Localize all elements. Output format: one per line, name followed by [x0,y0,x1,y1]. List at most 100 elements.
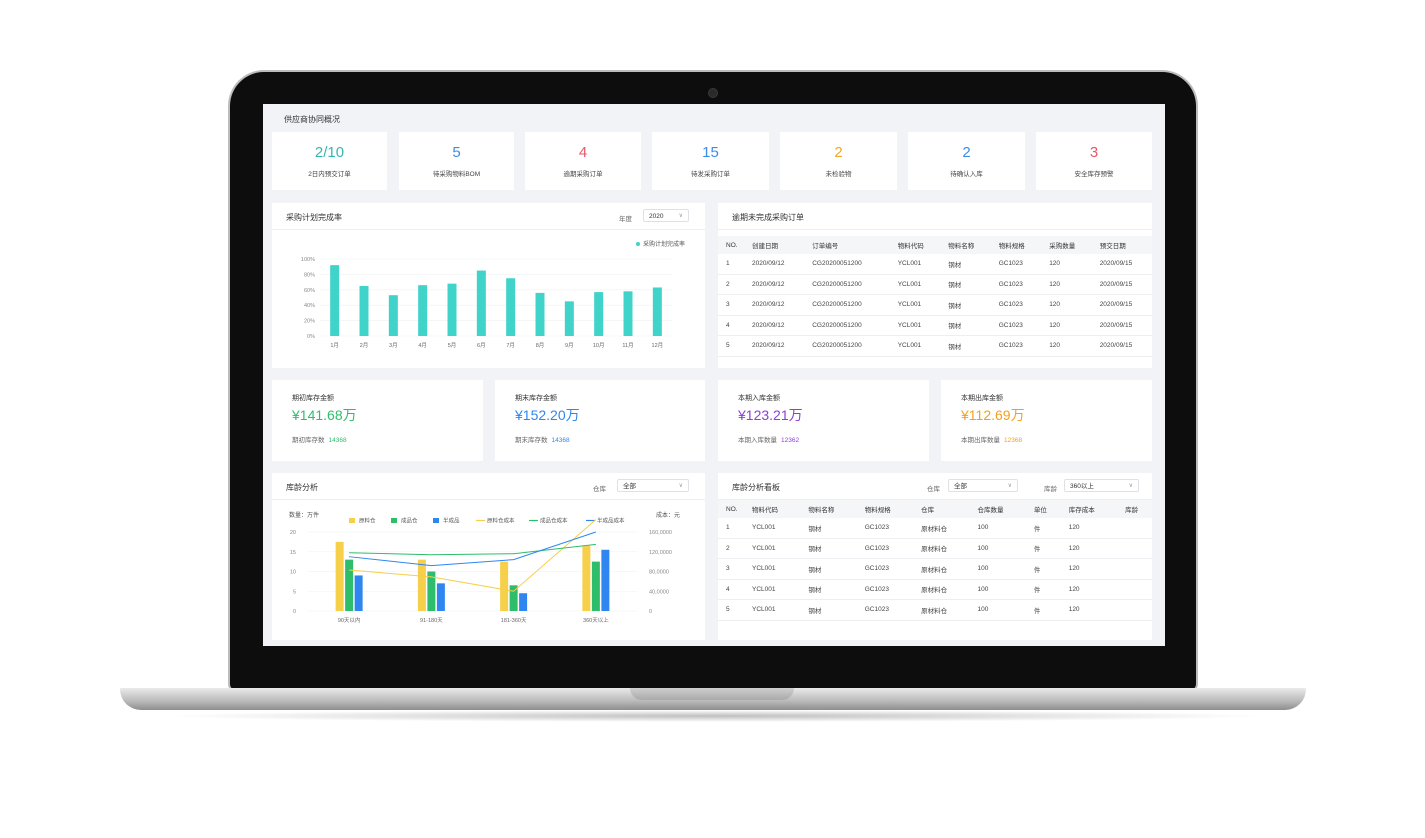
cell-material-name: 钢材 [800,599,857,621]
amount-card[interactable]: 期初库存金额 ¥141.68万 期初库存数 14368 [272,380,483,461]
column-header: 物料规格 [856,500,914,518]
y-tick-label: 100% [301,257,315,263]
age-select[interactable]: 360以上 ∨ [1064,479,1139,492]
kpi-label: 未检验物 [825,171,852,178]
year-select-value: 2020 [649,213,664,220]
chart-bar [601,549,610,611]
age-select-value: 360以上 [1070,483,1094,490]
amount-label: 期初库存金额 [292,395,334,402]
chart-series-line [349,531,597,567]
kpi-card[interactable]: 5 待采购物料BOM [399,132,514,190]
x-tick-label: 1月 [330,342,339,349]
amount-sub: 本期入库数量 12362 [738,434,799,444]
chart-bar [436,583,445,611]
kpi-card[interactable]: 2 待确认入库 [908,132,1025,190]
cell-warehouse: 原材料仓 [913,599,970,621]
inventory-age-combo-chart: 数量：万件 成本：元 0 5 10 15 20 0 40,0000 80,0000 120,0000… [289,511,680,624]
cell-created-date: 2020/09/12 [744,274,805,295]
warehouse-select[interactable]: 全部 ∨ [617,479,689,492]
cell-material-spec: GC1023 [990,335,1042,357]
amount-sub-label: 本期出库数量 [961,437,1000,444]
kpi-value: 4 [578,144,588,161]
column-header: 采购数量 [1041,236,1092,254]
y2-axis-title: 成本：元 [656,511,680,519]
cell-material-spec: GC1023 [856,538,914,559]
table-row[interactable]: 5 2020/09/12 CG20200051200 YCL001 钢材 GC1… [718,335,1152,357]
table-row[interactable]: 3 YCL001 钢材 GC1023 原材料仓 100 件 120 [718,558,1152,580]
kpi-value: 15 [702,144,719,161]
table-row[interactable]: 2 2020/09/12 CG20200051200 YCL001 钢材 GC1… [718,274,1152,295]
chevron-down-icon: ∨ [678,483,683,489]
cell-no: 1 [718,518,744,539]
warehouse-label: 仓库 [593,486,606,493]
chart-series-line [349,519,597,592]
column-header: 物料代码 [744,500,801,518]
overdue-orders-table: NO. 创建日期 订单编号 物料代码 物料名称 物料规格 采购数量 预交日期 1… [718,236,1152,357]
amount-card[interactable]: 期末库存金额 ¥152.20万 期末库存数 14368 [495,380,705,461]
amount-card[interactable]: 本期入库金额 ¥123.21万 本期入库数量 12362 [718,380,929,461]
cell-material-code: YCL001 [744,518,801,539]
amount-card[interactable]: 本期出库金额 ¥112.69万 本期出库数量 12368 [941,380,1152,461]
legend-label: 采购计划完成率 [643,242,686,248]
chevron-down-icon: ∨ [1128,483,1133,489]
legend-swatch [433,518,439,523]
laptop-shadow [160,710,1270,722]
legend-label: 半成品 [443,517,460,525]
cell-order-no: CG20200051200 [804,294,890,316]
kpi-label: 安全库存预警 [1074,171,1114,178]
page-title: 供应商协同概况 [284,115,340,124]
chart-bar [506,278,516,336]
column-header: 创建日期 [744,236,805,254]
x-tick-label: 360天以上 [583,616,609,624]
cell-material-name: 钢材 [940,294,991,316]
chart-bar [500,561,509,611]
y-tick-label: 20 [290,530,296,536]
legend-label: 成品仓成本 [540,517,568,525]
kpi-card[interactable]: 2/10 2日内预交订单 [272,132,387,190]
chart-bar [623,291,633,336]
cell-no: 1 [718,254,744,275]
kpi-card[interactable]: 15 待发采购订单 [652,132,769,190]
y2-tick-label: 80,0000 [649,570,669,576]
cell-due-date: 2020/09/15 [1091,315,1152,336]
cell-material-name: 钢材 [800,579,857,600]
year-label: 年度 [619,216,632,223]
table-row[interactable]: 1 2020/09/12 CG20200051200 YCL001 钢材 GC1… [718,254,1152,275]
webcam-icon [709,89,717,97]
cell-order-no: CG20200051200 [804,274,890,295]
table-row[interactable]: 2 YCL001 钢材 GC1023 原材料仓 100 件 120 [718,538,1152,559]
y-axis-title: 数量：万件 [289,511,319,519]
x-tick-label: 9月 [565,342,574,349]
cell-material-spec: GC1023 [856,558,914,580]
x-tick-label: 6月 [477,342,486,349]
table-row[interactable]: 3 2020/09/12 CG20200051200 YCL001 钢材 GC1… [718,294,1152,316]
table-row[interactable]: 4 2020/09/12 CG20200051200 YCL001 钢材 GC1… [718,315,1152,336]
cell-stock-cost: 120 [1060,518,1118,539]
kpi-card[interactable]: 3 安全库存预警 [1036,132,1152,190]
cell-age [1117,599,1152,621]
warehouse-label: 仓库 [927,486,940,493]
cell-material-spec: GC1023 [856,518,914,539]
table-row[interactable]: 1 YCL001 钢材 GC1023 原材料仓 100 件 120 [718,518,1152,539]
cell-due-date: 2020/09/15 [1091,274,1152,295]
amount-sub: 期末库存数 14368 [515,434,570,444]
cell-unit: 件 [1025,518,1061,539]
divider [718,229,1152,230]
chevron-down-icon: ∨ [1007,483,1012,489]
cell-created-date: 2020/09/12 [744,315,805,336]
kpi-value: 3 [1089,144,1099,161]
x-tick-label: 7月 [506,342,515,349]
table-row[interactable]: 4 YCL001 钢材 GC1023 原材料仓 100 件 120 [718,579,1152,600]
y2-tick-label: 0 [649,609,652,615]
amount-value: ¥112.69万 [961,407,1025,423]
kpi-card[interactable]: 4 逾期采购订单 [525,132,641,190]
cell-material-name: 钢材 [940,315,991,336]
x-tick-label: 12月 [652,342,664,349]
table-row[interactable]: 5 YCL001 钢材 GC1023 原材料仓 100 件 120 [718,599,1152,621]
year-select[interactable]: 2020 ∨ [643,209,689,222]
kpi-card[interactable]: 2 未检验物 [780,132,897,190]
cell-material-spec: GC1023 [856,599,914,621]
warehouse-select[interactable]: 全部 ∨ [948,479,1018,492]
cell-warehouse-qty: 100 [969,599,1026,621]
amount-label: 期末库存金额 [515,395,557,402]
